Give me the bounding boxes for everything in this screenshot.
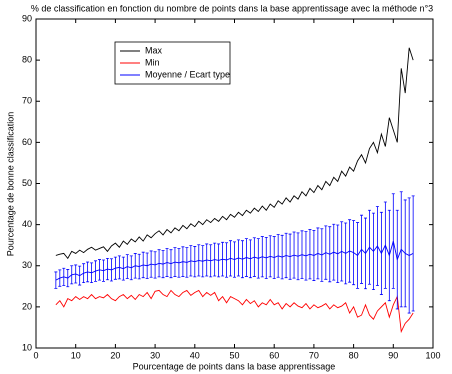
x-tick-label: 10 (71, 350, 81, 360)
error-bar (411, 195, 415, 312)
y-tick-label: 30 (22, 260, 32, 270)
y-tick-label: 10 (22, 342, 32, 352)
x-tick-label: 70 (309, 350, 319, 360)
y-tick-label: 80 (22, 55, 32, 65)
legend-label: Moyenne / Ecart type (145, 69, 230, 79)
x-tick-label: 0 (33, 350, 38, 360)
y-axis-label: Pourcentage de bonne classification (5, 112, 15, 257)
chart-title: % de classification en fonction du nombr… (31, 3, 433, 13)
y-tick-label: 60 (22, 137, 32, 147)
error-bar (54, 271, 58, 289)
y-tick-label: 50 (22, 178, 32, 188)
y-tick-label: 70 (22, 96, 32, 106)
series-line (55, 289, 414, 334)
x-tick-label: 100 (425, 350, 440, 360)
series-line (55, 240, 414, 281)
x-tick-label: 90 (388, 350, 398, 360)
series-line (55, 47, 414, 260)
x-tick-label: 30 (150, 350, 160, 360)
x-tick-label: 60 (269, 350, 279, 360)
x-tick-label: 40 (190, 350, 200, 360)
x-axis-label: Pourcentage de points dans la base appre… (133, 361, 336, 371)
x-tick-label: 80 (349, 350, 359, 360)
x-tick-label: 20 (110, 350, 120, 360)
legend-label: Max (145, 45, 163, 55)
y-tick-label: 90 (22, 13, 32, 23)
legend-label: Min (145, 57, 160, 67)
y-tick-label: 40 (22, 219, 32, 229)
x-tick-label: 50 (229, 350, 239, 360)
y-tick-label: 20 (22, 301, 32, 311)
